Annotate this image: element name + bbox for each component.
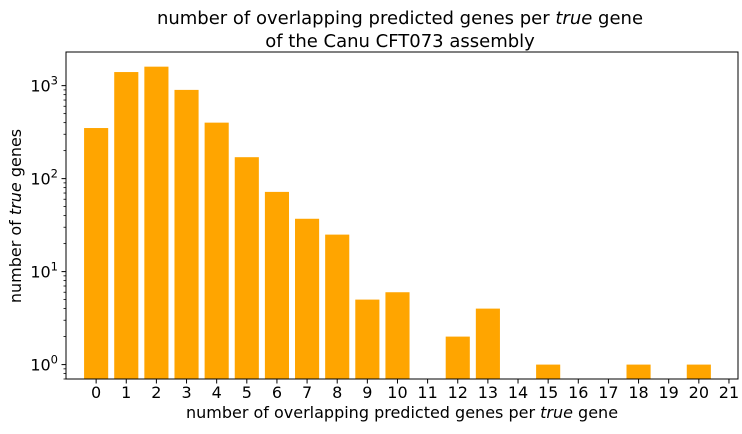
y-axis-ticks: 100 101 102 103 <box>30 74 66 380</box>
bar-3 <box>174 89 199 379</box>
bar-12 <box>445 336 470 379</box>
x-tick-label: 16 <box>568 383 588 402</box>
x-tick-label: 7 <box>302 383 312 402</box>
bar-2 <box>144 66 169 379</box>
x-tick-label: 13 <box>478 383 498 402</box>
x-tick-label: 20 <box>689 383 709 402</box>
x-tick-label: 9 <box>362 383 372 402</box>
bar-1 <box>114 72 139 380</box>
y-axis-label: number of true genes <box>6 129 25 303</box>
bar-5 <box>234 157 259 379</box>
bar-15 <box>536 364 561 379</box>
bar-4 <box>204 122 229 379</box>
chart-title-line2: of the Canu CFT073 assembly <box>265 31 535 52</box>
x-tick-label: 18 <box>628 383 648 402</box>
x-tick-label: 17 <box>598 383 618 402</box>
x-tick-label: 19 <box>659 383 679 402</box>
y-tick-label: 103 <box>30 74 58 96</box>
x-tick-label: 21 <box>719 383 739 402</box>
x-tick-label: 8 <box>332 383 342 402</box>
x-axis-ticks: 0 1 2 3 4 5 6 7 8 9 10 11 12 13 14 15 16 17 18 19 20 21 <box>91 379 739 402</box>
bar-0 <box>84 128 109 379</box>
chart-title-line1: number of overlapping predicted genes pe… <box>157 8 643 29</box>
bar-18 <box>626 364 651 379</box>
bar-8 <box>325 234 350 379</box>
bar-6 <box>264 191 289 379</box>
x-tick-label: 6 <box>272 383 282 402</box>
x-tick-label: 2 <box>151 383 161 402</box>
x-tick-label: 0 <box>91 383 101 402</box>
x-axis-label: number of overlapping predicted genes pe… <box>186 403 618 422</box>
x-tick-label: 3 <box>181 383 191 402</box>
bar-9 <box>355 299 380 379</box>
x-tick-label: 5 <box>242 383 252 402</box>
x-tick-label: 11 <box>417 383 437 402</box>
bar-13 <box>475 308 500 379</box>
y-tick-label: 102 <box>30 167 58 189</box>
bar-20 <box>686 364 711 379</box>
y-tick-label: 100 <box>30 353 58 375</box>
bar-7 <box>295 218 320 379</box>
x-tick-label: 15 <box>538 383 558 402</box>
bars-layer <box>84 66 711 380</box>
x-tick-label: 12 <box>448 383 468 402</box>
x-tick-label: 1 <box>121 383 131 402</box>
x-tick-label: 14 <box>508 383 528 402</box>
y-tick-label: 101 <box>30 260 58 282</box>
x-tick-label: 4 <box>212 383 222 402</box>
x-tick-label: 10 <box>387 383 407 402</box>
plot-frame <box>65 51 739 380</box>
bar-10 <box>385 292 410 379</box>
